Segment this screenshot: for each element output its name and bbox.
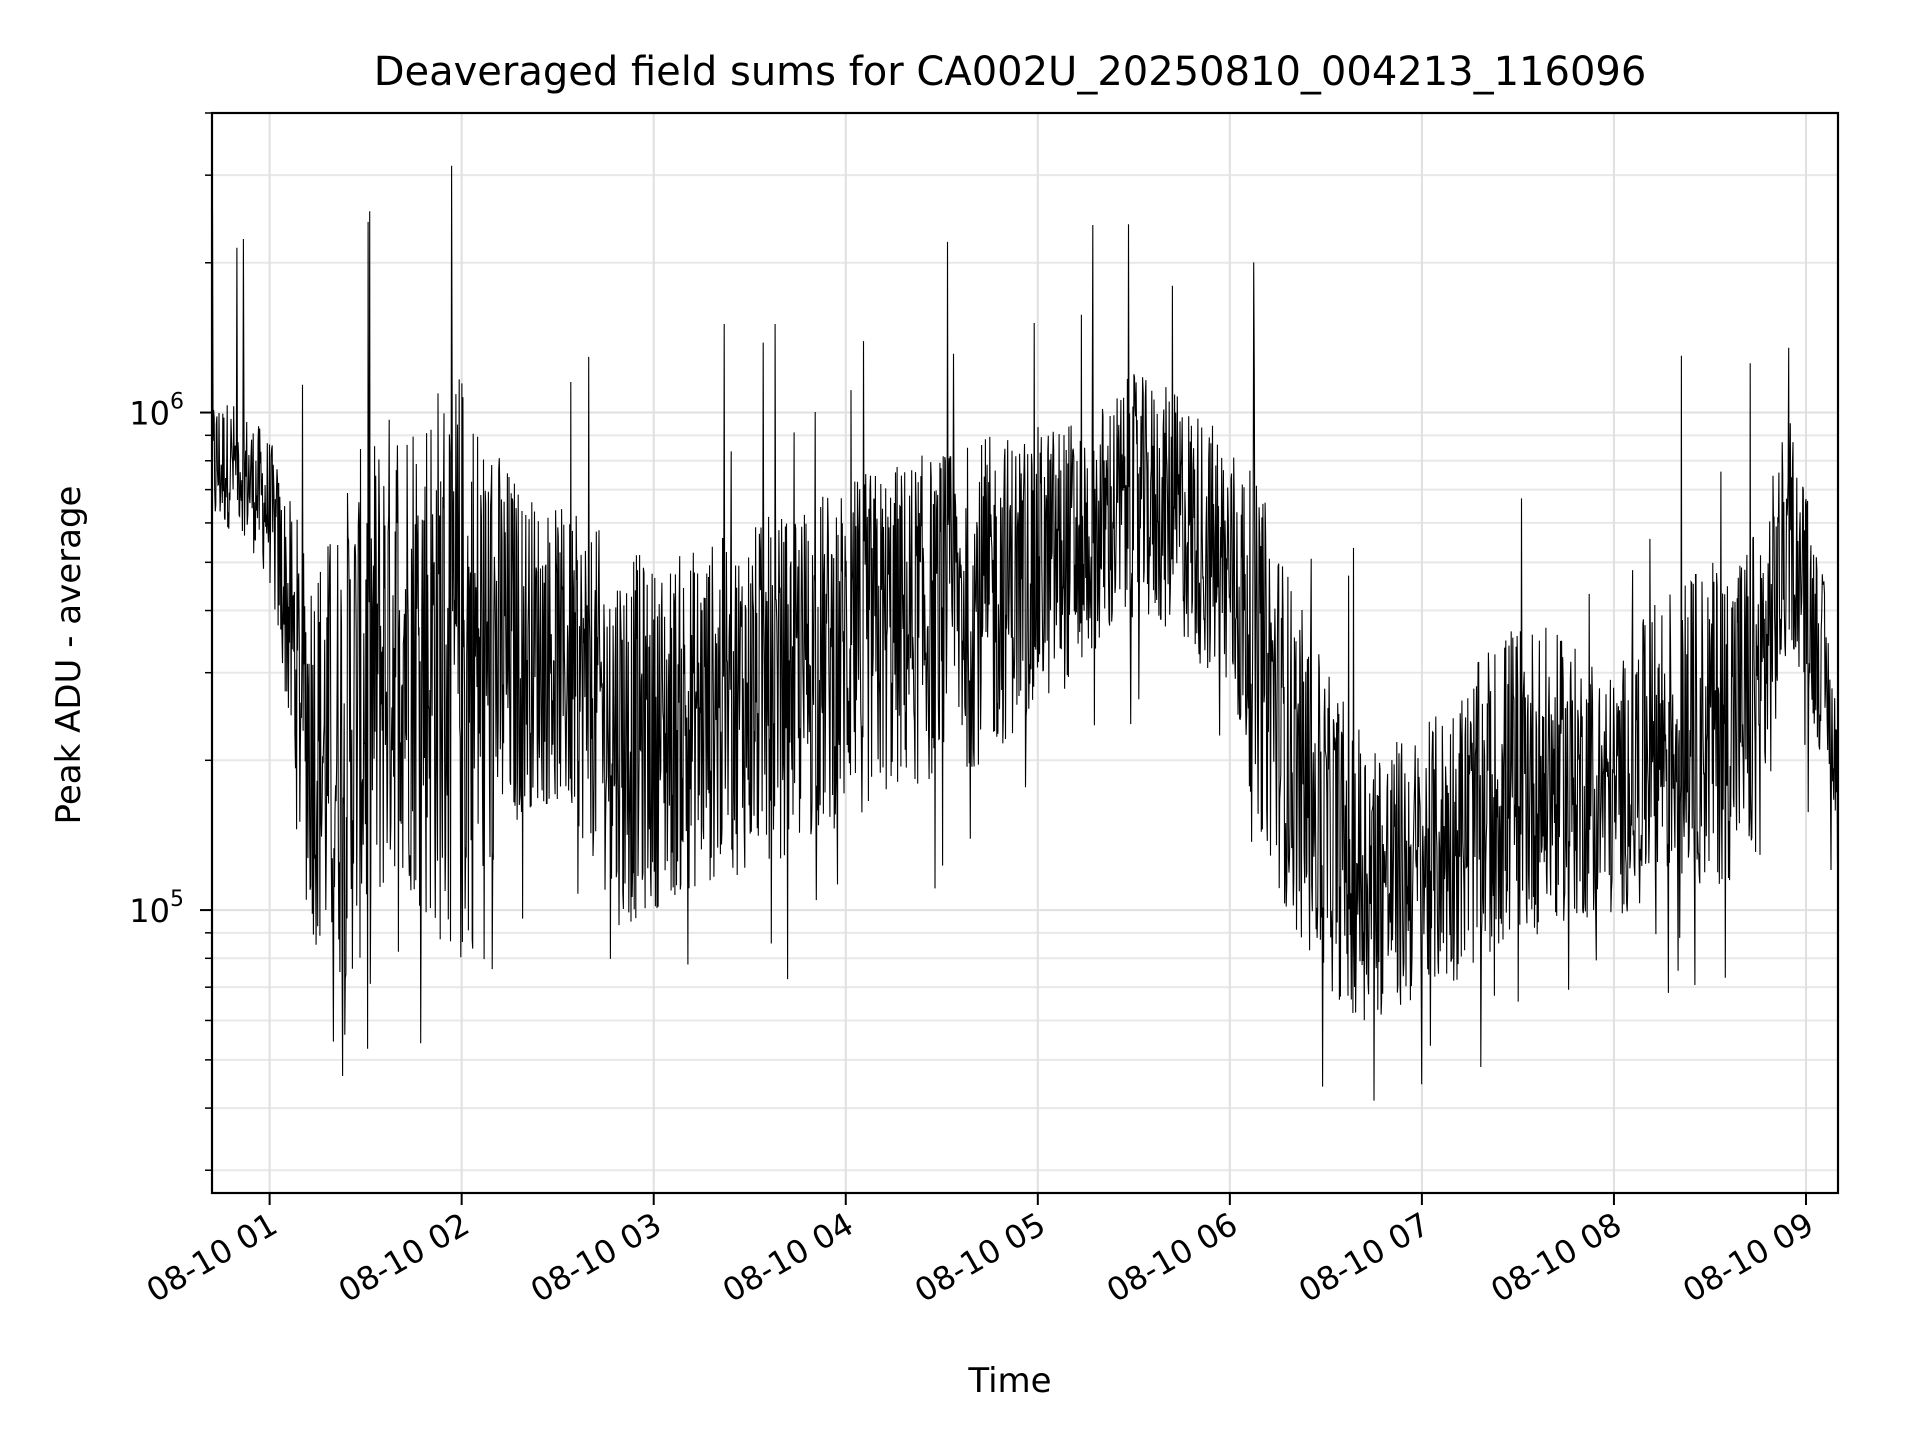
- x-tick-label: 08-10 02: [332, 1205, 476, 1310]
- y-tick-exponent: 5: [170, 887, 184, 912]
- chart-title: Deaveraged field sums for CA002U_2025081…: [374, 49, 1647, 95]
- x-tick-label: 08-10 01: [140, 1205, 284, 1310]
- series-line: [211, 165, 1839, 1101]
- y-tick-label: 106: [129, 390, 184, 433]
- x-tick-label: 08-10 06: [1100, 1205, 1244, 1310]
- y-tick-label: 105: [129, 887, 184, 930]
- y-axis-label: Peak ADU - average: [49, 486, 89, 825]
- x-tick-label: 08-10 05: [908, 1205, 1052, 1310]
- x-tick-label: 08-10 07: [1292, 1205, 1436, 1310]
- plot-frame: [210, 111, 1840, 1195]
- x-axis-label: Time: [967, 1361, 1051, 1401]
- x-tick-label: 08-10 09: [1676, 1205, 1820, 1310]
- y-tick-base: 10: [129, 395, 170, 433]
- y-tick-exponent: 6: [170, 390, 184, 415]
- x-tick-label: 08-10 08: [1484, 1205, 1628, 1310]
- x-tick-label: 08-10 04: [716, 1205, 860, 1310]
- x-tick-label: 08-10 03: [524, 1205, 668, 1310]
- y-tick-base: 10: [129, 892, 170, 930]
